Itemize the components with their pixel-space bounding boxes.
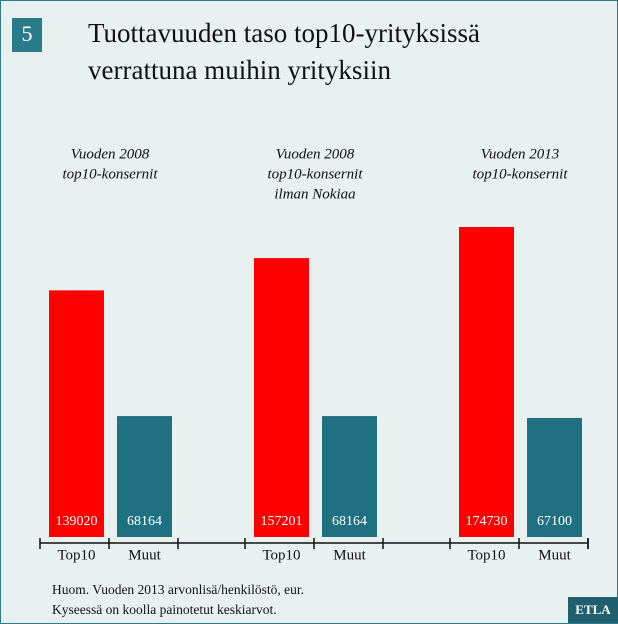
group-label: top10-konsernit: [473, 166, 569, 182]
value-label: 67100: [537, 514, 572, 529]
badge: 5: [22, 21, 33, 46]
group-label: Vuoden 2008: [71, 146, 150, 162]
value-label: 174730: [466, 514, 508, 529]
chart-title: verrattuna muihin yrityksiin: [88, 55, 391, 85]
x-tick-label: Muut: [538, 547, 571, 563]
value-label: 139020: [56, 514, 98, 529]
x-tick-label: Muut: [128, 547, 161, 563]
note: Huom. Vuoden 2013 arvonlisä/henkilöstö, …: [52, 582, 304, 597]
group-label: top10-konsernit: [63, 166, 159, 182]
note: Kyseessä on koolla painotetut keskiarvot…: [52, 602, 277, 617]
group-label: Vuoden 2013: [481, 146, 559, 162]
group-label: ilman Nokiaa: [274, 186, 355, 202]
x-tick-label: Muut: [333, 547, 366, 563]
bar: [527, 417, 582, 537]
value-label: 68164: [127, 514, 162, 529]
bar: [459, 227, 514, 537]
bar: [254, 258, 309, 537]
badge-box: [12, 18, 42, 52]
group-label: top10-konsernit: [268, 166, 364, 182]
bar: [49, 290, 104, 537]
x-tick-label: Top10: [57, 547, 95, 563]
group-label: Vuoden 2008: [276, 146, 355, 162]
bar: [117, 416, 172, 537]
bar: [322, 416, 377, 537]
logo-box: [568, 597, 618, 623]
x-tick-label: Top10: [467, 547, 505, 563]
chart-title: Tuottavuuden taso top10-yrityksissä: [88, 18, 480, 48]
value-label: 68164: [332, 514, 367, 529]
logo: ETLA: [575, 602, 611, 617]
value-label: 157201: [261, 514, 303, 529]
x-tick-label: Top10: [262, 547, 300, 563]
